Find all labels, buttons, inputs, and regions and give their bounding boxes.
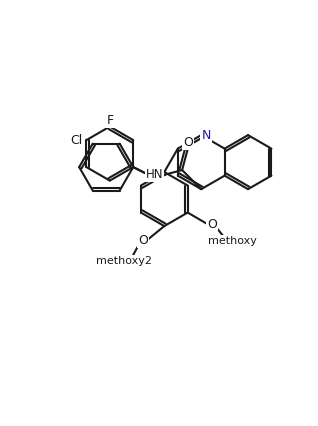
Text: O: O (207, 218, 217, 231)
Text: F: F (106, 114, 114, 127)
Text: O: O (183, 136, 193, 150)
Text: methoxy: methoxy (208, 236, 257, 246)
Text: O: O (138, 234, 148, 247)
Text: methoxy2: methoxy2 (96, 256, 152, 266)
Text: N: N (201, 129, 211, 141)
Text: Cl: Cl (70, 134, 82, 147)
Text: HN: HN (146, 167, 163, 181)
